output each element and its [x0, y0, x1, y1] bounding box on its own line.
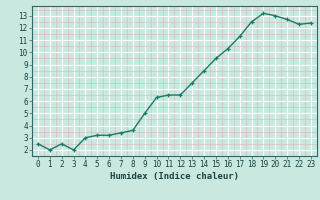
X-axis label: Humidex (Indice chaleur): Humidex (Indice chaleur)	[110, 172, 239, 181]
